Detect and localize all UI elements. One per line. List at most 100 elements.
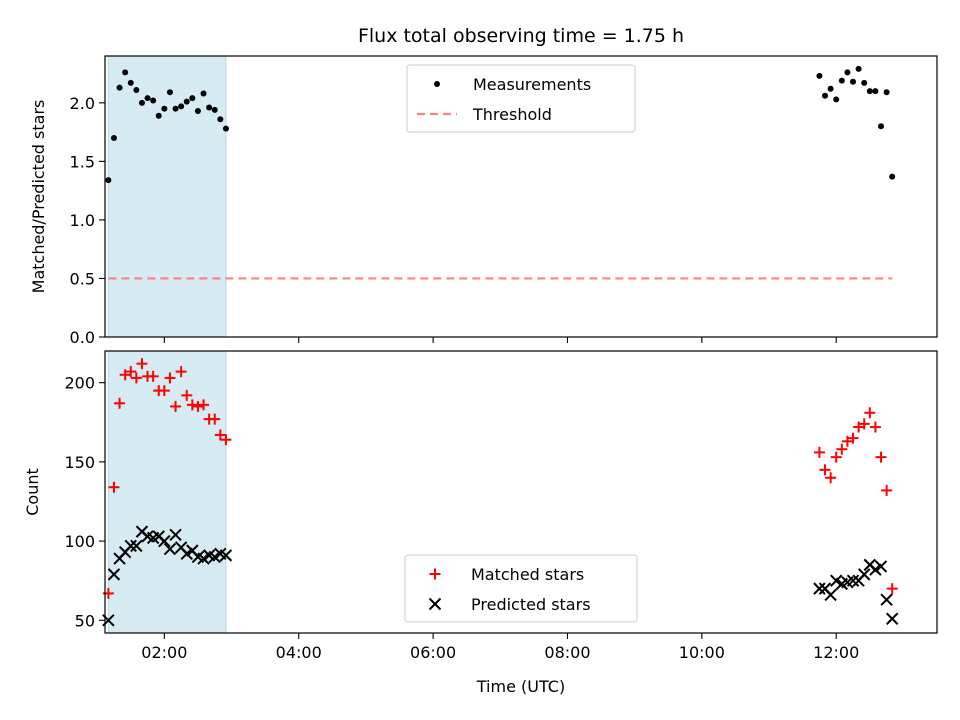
matched-stars-point — [836, 443, 848, 455]
measurement-point — [878, 123, 885, 130]
predicted-stars-point — [824, 588, 837, 602]
ratio-y-ticks: 0.0 0.5 1.0 1.5 2.0 — [70, 94, 105, 347]
measurement-point — [206, 104, 213, 111]
measurement-point — [122, 69, 129, 76]
predicted-stars-point — [813, 582, 826, 595]
predicted-stars-point — [846, 574, 860, 587]
ratio-panel-frame — [104, 55, 938, 338]
matched-stars-point — [209, 413, 221, 425]
predicted-stars-point — [208, 550, 221, 564]
count-y-ticks: 50 100 150 200 — [64, 374, 105, 630]
measurement-point — [222, 125, 229, 132]
ratio-series-layer — [105, 65, 896, 280]
y-tick-label: 0.0 — [70, 328, 95, 347]
legend-entry-label: Measurements — [473, 75, 591, 94]
matched-stars-point — [175, 366, 187, 378]
matched-stars-point — [136, 358, 148, 370]
measurement-point — [161, 105, 168, 112]
x-tick-label: 08:00 — [544, 643, 590, 662]
measurement-point — [200, 90, 207, 97]
predicted-stars-point — [880, 593, 893, 606]
observing-window-shade — [107, 350, 227, 634]
ratio-x-ticks — [163, 337, 837, 343]
chart-title: Flux total observing time = 1.75 h — [358, 25, 684, 47]
matched-stars-point — [108, 481, 120, 493]
count-panel: 50 100 150 200 02:00 04:00 06:00 08:00 10:00 12:… — [23, 350, 938, 696]
matched-stars-point — [858, 418, 870, 430]
predicted-stars-point — [830, 574, 843, 587]
y-tick-label: 200 — [64, 374, 95, 393]
count-x-ticks: 02:00 04:00 06:00 08:00 10:00 12:00 — [141, 633, 859, 662]
x-tick-label: 02:00 — [141, 643, 187, 662]
measurement-point — [889, 173, 896, 180]
matched-stars-point — [125, 366, 137, 378]
measurement-point — [194, 108, 201, 115]
matched-stars-point — [875, 451, 887, 463]
measurement-point — [110, 134, 117, 141]
matched-stars-point — [220, 434, 232, 446]
legend-entry-label: Threshold — [472, 105, 552, 124]
x-tick-label: 04:00 — [276, 643, 322, 662]
measurement-point — [855, 65, 862, 72]
measurement-point — [155, 112, 162, 119]
measurement-point — [866, 88, 873, 95]
legend-entry-label: Predicted stars — [471, 595, 591, 614]
x-tick-label: 10:00 — [679, 643, 725, 662]
matched-stars-point — [130, 372, 142, 384]
measurement-point — [127, 79, 134, 86]
legend-frame — [404, 554, 638, 623]
matched-stars-point — [813, 446, 825, 458]
matched-stars-point — [164, 372, 176, 384]
matched-stars-point — [869, 421, 881, 433]
predicted-stars-point — [858, 568, 871, 581]
matched-stars-point — [181, 389, 193, 401]
matched-stars-point — [147, 370, 159, 382]
predicted-stars-point — [219, 549, 233, 562]
measurement-point — [844, 69, 851, 76]
matched-stars-point — [864, 407, 876, 419]
matched-stars-point — [192, 400, 204, 412]
measurement-point — [144, 95, 151, 102]
matched-stars-point — [170, 400, 182, 412]
matched-stars-point — [186, 399, 198, 411]
predicted-stars-point — [163, 542, 177, 556]
measurement-point — [166, 89, 173, 96]
measurement-point — [883, 89, 890, 96]
measurement-point — [172, 105, 179, 112]
measurement-point — [138, 99, 145, 106]
y-tick-label: 150 — [64, 453, 95, 472]
measurement-point — [189, 95, 196, 102]
predicted-stars-point — [124, 539, 137, 553]
count-panel-frame — [104, 350, 938, 634]
matched-stars-point — [881, 484, 893, 496]
predicted-stars-point — [197, 552, 210, 565]
matched-stars-point — [214, 429, 226, 441]
matched-stars-point — [830, 451, 842, 463]
x-tick-label: 06:00 — [410, 643, 456, 662]
measurement-point — [133, 86, 140, 93]
predicted-stars-point — [158, 534, 171, 548]
measurement-point — [105, 177, 112, 184]
legend-entry-label: Matched stars — [471, 565, 584, 584]
predicted-stars-point — [869, 563, 882, 576]
measurement-point — [116, 84, 123, 91]
matched-stars-point — [841, 435, 853, 447]
predicted-stars-point — [886, 612, 899, 625]
measurement-point — [822, 92, 829, 99]
y-tick-label: 50 — [75, 611, 95, 630]
matched-stars-point — [853, 421, 865, 433]
count-legend: Matched stars Predicted stars — [404, 554, 638, 623]
ratio-panel: 0.0 0.5 1.0 1.5 2.0 Flux total observing tim… — [29, 25, 938, 347]
matched-stars-point — [158, 385, 170, 397]
observing-window-shade — [107, 55, 227, 338]
measurement-point — [150, 97, 157, 104]
predicted-stars-point — [130, 539, 143, 553]
ratio-y-axis-label: Matched/Predicted stars — [29, 100, 48, 294]
legend-x-swatch — [428, 597, 442, 611]
matched-stars-point — [119, 369, 131, 381]
matched-stars-point — [886, 583, 898, 595]
predicted-stars-point — [169, 528, 182, 541]
measurement-point — [211, 106, 218, 113]
measurement-point — [833, 96, 840, 103]
